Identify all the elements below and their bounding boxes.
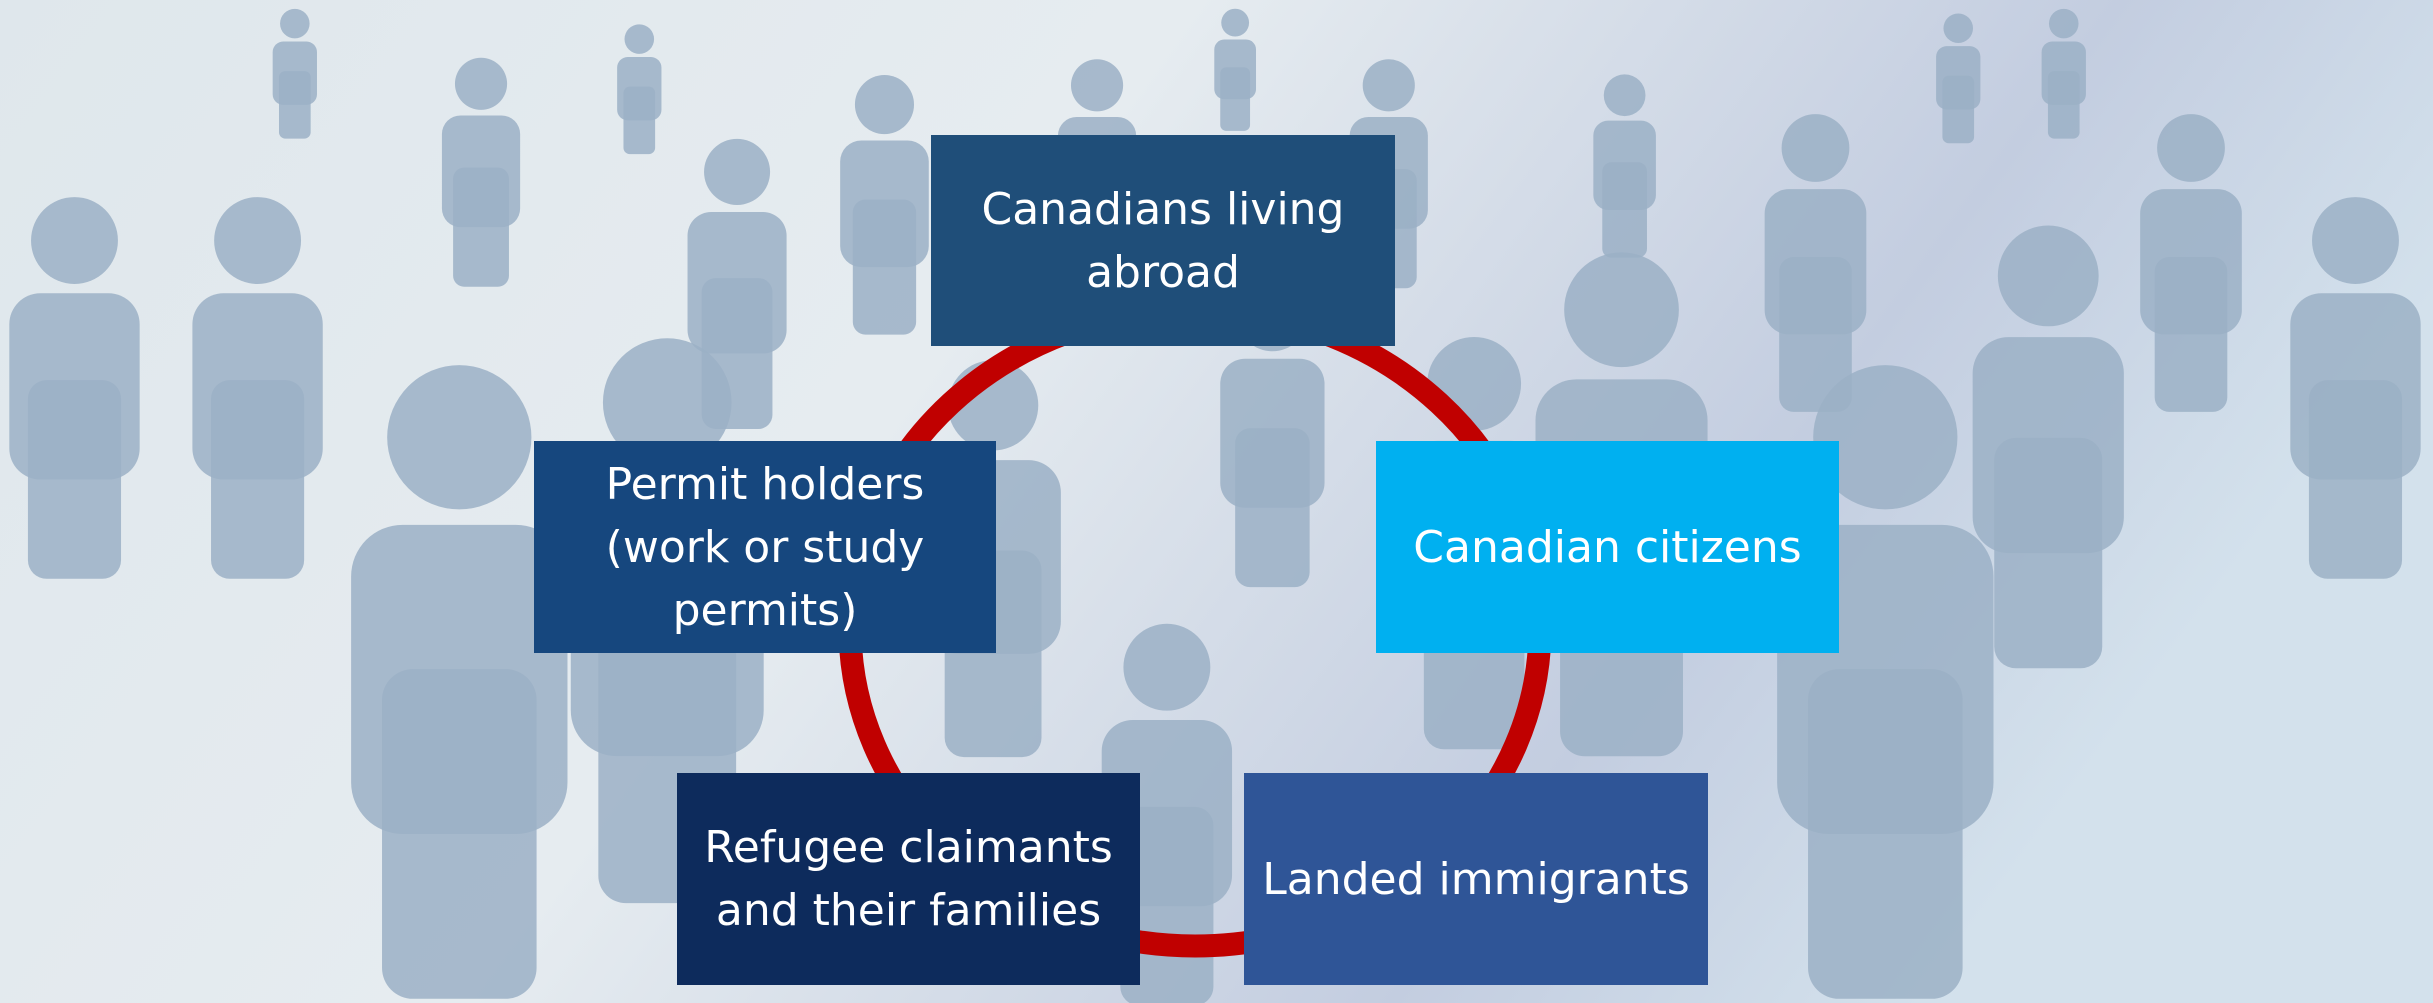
node-box: Canadians living abroad xyxy=(931,135,1395,346)
node-box: Landed immigrants xyxy=(1244,773,1708,985)
node-label: Permit holders xyxy=(605,458,925,510)
node-box: Permit holders (work or study permits) xyxy=(534,441,996,653)
node-label: Refugee claimants xyxy=(704,822,1113,873)
node-label: abroad xyxy=(1086,246,1240,298)
node-box: Canadian citizens xyxy=(1376,441,1839,653)
node-label: (work or study xyxy=(605,521,925,573)
node-box: Refugee claimants and their families xyxy=(677,773,1140,985)
node-label: permits) xyxy=(672,584,858,636)
node-label: Landed immigrants xyxy=(1262,853,1690,905)
node-label: and their families xyxy=(715,885,1102,936)
node-label: Canadian citizens xyxy=(1413,521,1802,573)
node-label: Canadians living xyxy=(981,183,1345,235)
